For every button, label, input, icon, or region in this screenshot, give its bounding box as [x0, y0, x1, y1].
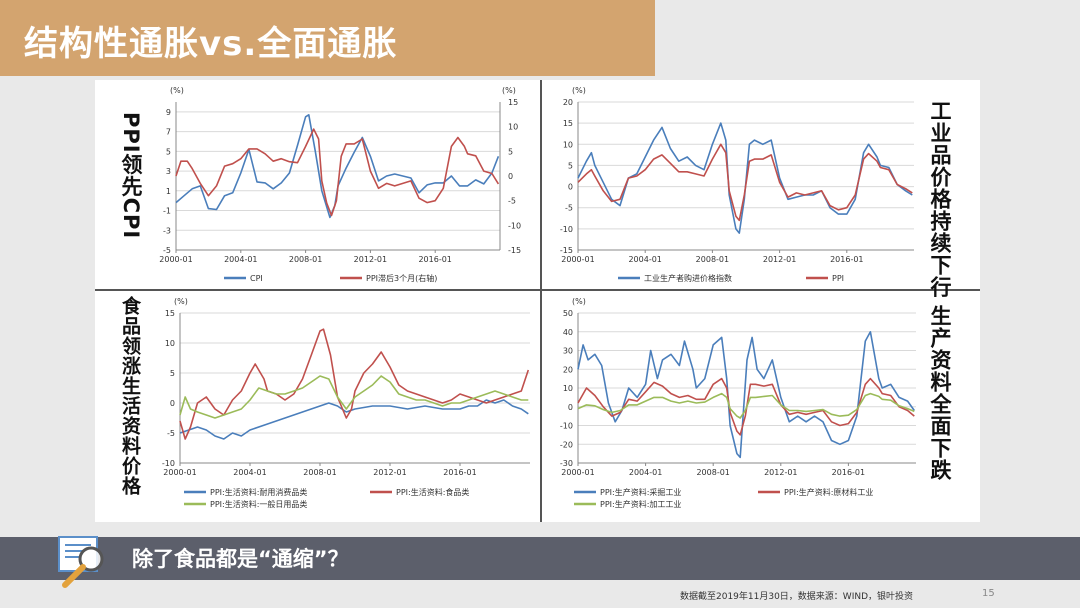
y-unit-label: (%) [174, 297, 188, 306]
y-tick-label: -3 [163, 226, 171, 235]
y-tick-label: 9 [166, 108, 171, 117]
y-right-tick-label: 10 [508, 123, 518, 132]
source-note: 数据截至2019年11月30日，数据来源：WIND，银叶投资 [680, 592, 914, 602]
chart-ppi-cpi: -5 -3 -1 1 3 5 7 9 (%) -15 -10 -5 0 5 10 15 (%) 2000-01 20… [159, 86, 521, 283]
y-unit-label: (%) [572, 86, 586, 95]
side-label-industrial-decline: 工业品价格持续下行 [928, 100, 952, 298]
legend-label: PPI滞后3个月(右轴) [366, 273, 437, 283]
series-line [175, 128, 500, 217]
y-tick-label: 50 [563, 309, 573, 318]
legend-label: CPI [250, 274, 263, 283]
side-label-ppi-leads-cpi: PPI领先CPI [119, 112, 143, 240]
y-tick-label: 0 [170, 399, 175, 408]
series-line [179, 399, 529, 440]
y-tick-label: 5 [166, 147, 171, 156]
legend-label: PPI [832, 274, 844, 283]
x-tick-label: 2016-01 [443, 468, 476, 477]
x-tick-label: 2016-01 [832, 468, 865, 477]
y-tick-label: -1 [163, 207, 171, 216]
y-right-unit-label: (%) [502, 86, 516, 95]
x-tick-label: 2008-01 [289, 255, 322, 264]
y-tick-label: -5 [163, 246, 171, 255]
y-tick-label: -20 [560, 440, 573, 449]
y-unit-label: (%) [572, 297, 586, 306]
question-text: 除了食品都是“通缩”？ [132, 547, 349, 571]
chart-industrial-prices: -15 -10 -5 0 5 10 15 20 (%) 2000-01 2004-01 2008-01… [560, 86, 914, 283]
y-right-tick-label: 15 [508, 98, 518, 107]
x-tick-label: 2016-01 [418, 255, 451, 264]
y-tick-label: -15 [560, 246, 573, 255]
y-tick-label: 1 [166, 187, 171, 196]
y-tick-label: 15 [165, 309, 175, 318]
y-tick-label: 0 [568, 403, 573, 412]
chart-panel [95, 80, 980, 522]
y-tick-label: 3 [166, 167, 171, 176]
y-right-tick-label: -10 [508, 221, 521, 230]
vertical-divider [540, 80, 542, 522]
x-tick-label: 2004-01 [233, 468, 266, 477]
page-number: 15 [982, 588, 995, 599]
x-tick-label: 2016-01 [830, 255, 863, 264]
legend-label: PPI:生活资料:耐用消费品类 [210, 487, 307, 497]
y-tick-label: -10 [560, 225, 573, 234]
y-tick-label: 30 [563, 347, 573, 356]
legend-label: 工业生产者购进价格指数 [644, 273, 732, 283]
chart-consumer-goods-ppi: -10 -5 0 5 10 15 (%) 2000-01 2004-01 2008-01 2012-… [162, 297, 530, 509]
y-right-tick-label: 5 [508, 147, 513, 156]
y-tick-label: 10 [563, 384, 573, 393]
chart-producer-goods-ppi: -30 -20 -10 0 10 20 30 40 50 (%) 2000-01 2004-01 200… [560, 297, 916, 509]
magnifier-document-icon [55, 533, 115, 591]
y-tick-label: 10 [563, 140, 573, 149]
series-line [577, 331, 915, 459]
x-tick-label: 2000-01 [159, 255, 192, 264]
y-tick-label: -10 [560, 422, 573, 431]
horizontal-divider [95, 289, 980, 291]
x-tick-label: 2004-01 [629, 468, 662, 477]
x-tick-label: 2004-01 [224, 255, 257, 264]
x-tick-label: 2008-01 [696, 255, 729, 264]
y-tick-label: 20 [563, 98, 573, 107]
y-tick-label: 0 [568, 183, 573, 192]
x-tick-label: 2008-01 [303, 468, 336, 477]
x-tick-label: 2004-01 [628, 255, 661, 264]
x-tick-label: 2012-01 [764, 468, 797, 477]
side-label-producer-decline: 生产资料全面下跌 [928, 305, 952, 481]
y-tick-label: 20 [563, 365, 573, 374]
y-unit-label: (%) [170, 86, 184, 95]
question-bar [0, 537, 1080, 580]
y-tick-label: -5 [565, 204, 573, 213]
y-tick-label: 10 [165, 339, 175, 348]
legend-label: PPI:生产资料:采掘工业 [600, 487, 681, 497]
legend-label: PPI:生产资料:原材料工业 [784, 487, 873, 497]
series-line [179, 375, 529, 419]
x-tick-label: 2000-01 [561, 255, 594, 264]
title-bar [0, 0, 655, 76]
x-tick-label: 2000-01 [163, 468, 196, 477]
y-tick-label: 7 [166, 128, 171, 137]
series-line [179, 328, 530, 440]
y-tick-label: 15 [563, 119, 573, 128]
legend-label: PPI:生活资料:食品类 [396, 487, 469, 497]
series-line [577, 392, 915, 419]
y-right-tick-label: -5 [508, 197, 516, 206]
y-tick-label: 40 [563, 328, 573, 337]
side-label-food-leads: 食品领涨生活资料价格 [119, 296, 141, 496]
x-tick-label: 2012-01 [354, 255, 387, 264]
y-tick-label: 5 [170, 369, 175, 378]
y-right-tick-label: -15 [508, 246, 521, 255]
slide-title: 结构性通胀vs.全面通胀 [24, 24, 398, 64]
y-tick-label: -10 [162, 459, 175, 468]
series-line [577, 377, 915, 436]
y-tick-label: -30 [560, 459, 573, 468]
y-right-tick-label: 0 [508, 172, 513, 181]
legend-label: PPI:生活资料:一般日用品类 [210, 499, 307, 509]
x-tick-label: 2000-01 [561, 468, 594, 477]
x-tick-label: 2012-01 [373, 468, 406, 477]
series-line [577, 143, 913, 222]
y-tick-label: -5 [167, 429, 175, 438]
legend-label: PPI:生产资料:加工工业 [600, 499, 681, 509]
x-tick-label: 2008-01 [696, 468, 729, 477]
y-tick-label: 5 [568, 161, 573, 170]
x-tick-label: 2012-01 [763, 255, 796, 264]
